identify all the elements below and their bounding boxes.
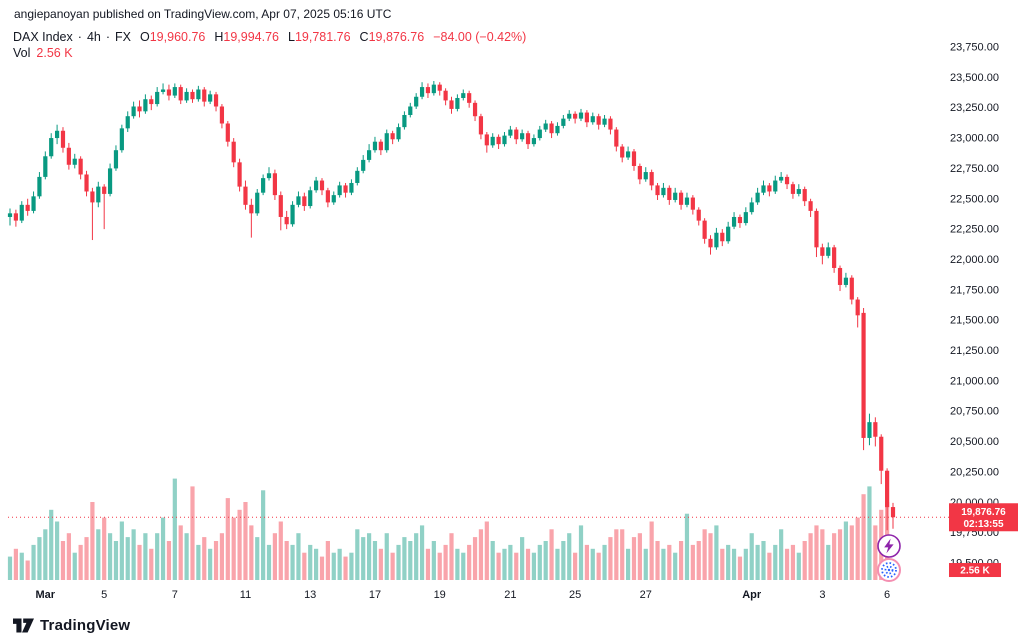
price-tick-label: 20,500.00: [950, 436, 999, 448]
separator-dot: ·: [105, 30, 111, 44]
time-tick-label: 5: [101, 589, 107, 601]
time-tick-label: 6: [884, 589, 890, 601]
brand-name: TradingView: [40, 617, 131, 634]
close-value: C19,876.76: [359, 30, 425, 44]
volume-value: 2.56 K: [36, 46, 73, 60]
time-tick-label: 17: [369, 589, 381, 601]
time-tick-label: 19: [434, 589, 446, 601]
open-value: O19,960.76: [140, 30, 206, 44]
time-tick-label: 21: [504, 589, 516, 601]
bar-countdown: 02:13:55: [963, 519, 1003, 530]
attribution-text: angiepanoyan published on TradingView.co…: [14, 7, 392, 21]
symbol-title[interactable]: DAX Index: [13, 30, 73, 44]
price-tick-label: 23,750.00: [950, 42, 999, 54]
price-tick-label: 22,000.00: [950, 254, 999, 266]
time-tick-label: 11: [240, 589, 251, 601]
price-tick-label: 22,250.00: [950, 224, 999, 236]
separator-dot: ·: [77, 30, 82, 44]
time-tick-label: 27: [640, 589, 652, 601]
low-value: L19,781.76: [287, 30, 351, 44]
time-tick-label: Mar: [36, 589, 56, 601]
lightning-icon: [884, 538, 894, 554]
dotted-sphere-button[interactable]: [877, 558, 901, 582]
footer-brand[interactable]: TradingView: [13, 617, 130, 634]
price-tick-label: 21,500.00: [950, 315, 999, 327]
price-tick-label: 23,500.00: [950, 72, 999, 84]
symbol-row: DAX Index · 4h · FX O19,960.76 H19,994.7…: [13, 29, 526, 45]
time-tick-label: 25: [569, 589, 581, 601]
price-tick-label: 21,000.00: [950, 375, 999, 387]
volume-label[interactable]: Vol: [13, 46, 31, 60]
exchange-label: FX: [115, 30, 131, 44]
price-tick-label: 21,250.00: [950, 345, 999, 357]
last-volume-value: 2.56 K: [960, 566, 990, 577]
interval-label[interactable]: 4h: [86, 30, 101, 44]
time-scale[interactable]: Mar 5 7 11 13 17 19 21 25 27 Apr 3 6: [36, 589, 891, 601]
candles-layer: [7, 81, 896, 531]
time-tick-label: 13: [304, 589, 316, 601]
lightning-button[interactable]: [877, 534, 901, 558]
time-tick-label: Apr: [742, 589, 762, 601]
price-tick-label: 20,250.00: [950, 466, 999, 478]
high-value: H19,994.76: [214, 30, 279, 44]
price-tick-label: 20,750.00: [950, 406, 999, 418]
price-scale[interactable]: 19,500.0019,750.0020,000.0020,250.0020,5…: [950, 42, 999, 570]
price-tick-label: 22,750.00: [950, 163, 999, 175]
time-tick-label: 7: [172, 589, 178, 601]
price-tick-label: 23,000.00: [950, 133, 999, 145]
price-tick-label: 21,750.00: [950, 284, 999, 296]
last-volume-badge: 2.56 K: [949, 563, 1001, 578]
chart-legend: DAX Index · 4h · FX O19,960.76 H19,994.7…: [13, 29, 526, 61]
price-tick-label: 23,250.00: [950, 102, 999, 114]
change-value: −84.00 (−0.42%): [433, 30, 527, 44]
tradingview-logo-icon: [13, 618, 34, 633]
volume-row: Vol 2.56 K: [13, 45, 526, 61]
time-tick-label: 3: [819, 589, 825, 601]
volume-layer: [7, 478, 896, 580]
price-tick-label: 22,500.00: [950, 193, 999, 205]
last-price-value: 19,876.76: [961, 507, 1006, 518]
dotted-sphere-icon: [887, 568, 891, 572]
